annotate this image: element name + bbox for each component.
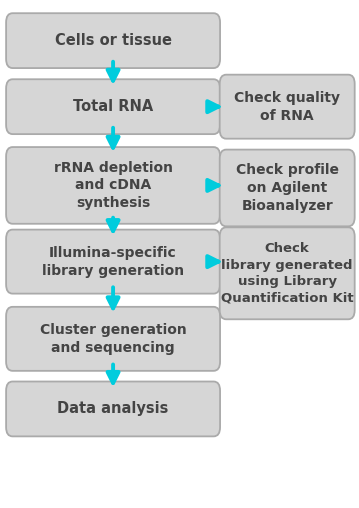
FancyBboxPatch shape <box>6 307 220 371</box>
Text: rRNA depletion
and cDNA
synthesis: rRNA depletion and cDNA synthesis <box>53 161 173 210</box>
Text: Check quality
of RNA: Check quality of RNA <box>234 91 340 122</box>
FancyBboxPatch shape <box>220 228 355 320</box>
Text: Cluster generation
and sequencing: Cluster generation and sequencing <box>40 323 186 355</box>
FancyBboxPatch shape <box>6 147 220 224</box>
FancyBboxPatch shape <box>6 79 220 134</box>
Text: Check profile
on Agilent
Bioanalyzer: Check profile on Agilent Bioanalyzer <box>236 163 339 213</box>
FancyBboxPatch shape <box>6 13 220 68</box>
Text: Cells or tissue: Cells or tissue <box>55 33 172 48</box>
Text: Data analysis: Data analysis <box>57 401 169 417</box>
Text: Check
library generated
using Library
Quantification Kit: Check library generated using Library Qu… <box>221 242 354 305</box>
Text: Total RNA: Total RNA <box>73 99 153 114</box>
Text: Illumina-specific
library generation: Illumina-specific library generation <box>42 246 184 277</box>
FancyBboxPatch shape <box>6 382 220 436</box>
FancyBboxPatch shape <box>6 230 220 294</box>
FancyBboxPatch shape <box>220 149 355 227</box>
FancyBboxPatch shape <box>220 75 355 139</box>
